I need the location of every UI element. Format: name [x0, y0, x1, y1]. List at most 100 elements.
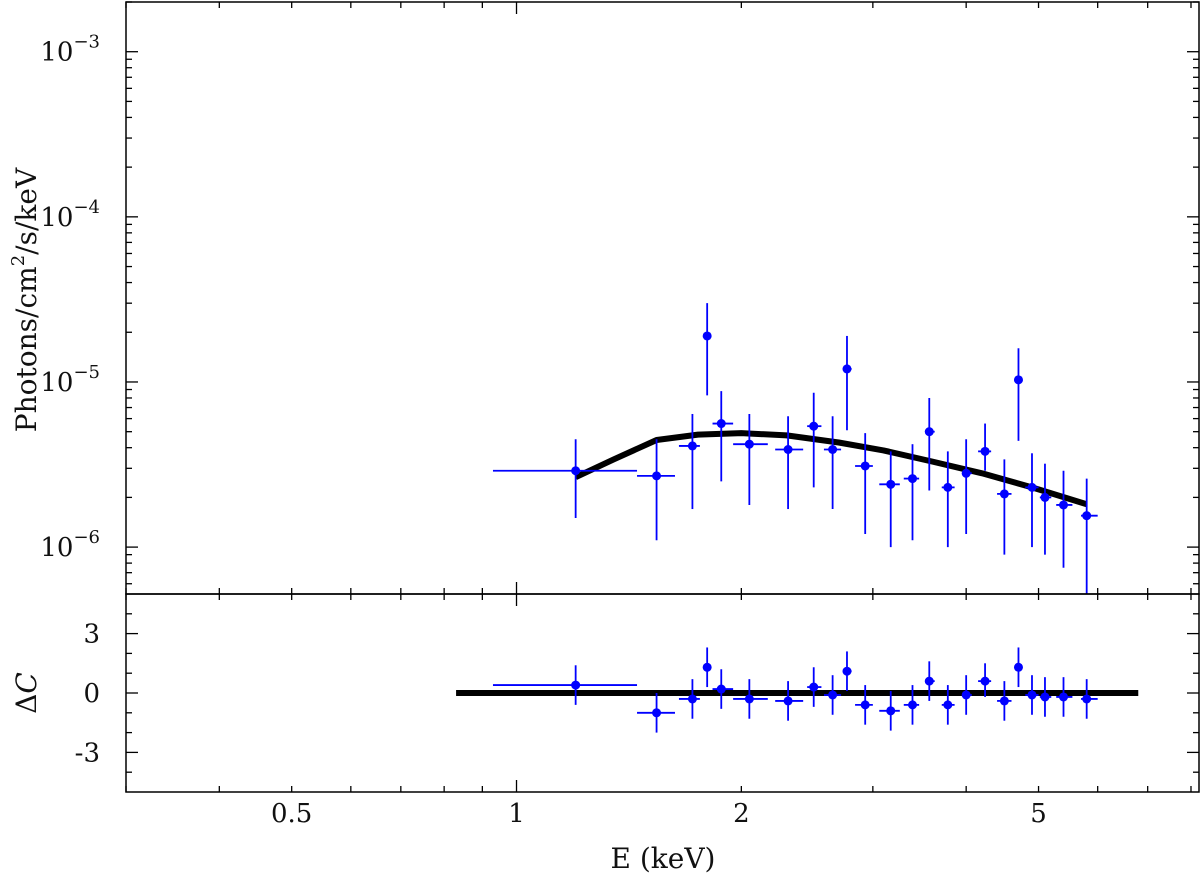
residual-point [733, 679, 768, 719]
data-marker [907, 474, 917, 484]
y-tick-label: 10−3 [40, 32, 100, 68]
residual-marker [828, 690, 838, 700]
data-marker [783, 445, 793, 455]
residual-point [997, 681, 1012, 721]
data-marker [716, 419, 726, 429]
y-tick-label: 0 [83, 679, 100, 709]
residual-marker [860, 700, 870, 710]
data-point [712, 391, 734, 482]
data-marker [744, 439, 754, 449]
residual-point [879, 691, 900, 731]
residual-y-tick-labels: 3 0 -3 [75, 620, 100, 769]
data-point [941, 451, 955, 548]
residual-point [823, 675, 842, 715]
data-point [1039, 463, 1052, 555]
data-point [978, 423, 992, 471]
data-point [961, 439, 972, 535]
residual-point [492, 665, 638, 705]
residual-marker [999, 696, 1009, 706]
residual-point [978, 663, 992, 697]
data-marker [980, 446, 990, 456]
data-point [879, 451, 900, 548]
data-marker [1013, 375, 1023, 385]
y-axis-title-spectrum: Photons/cm2/s/keV [8, 167, 43, 432]
spectrum-frame [125, 1, 1200, 595]
data-point [1056, 470, 1073, 568]
data-point [733, 413, 768, 505]
data-marker [809, 421, 819, 431]
residual-marker [1027, 690, 1037, 700]
data-point [924, 397, 935, 491]
residual-point [1056, 677, 1073, 717]
residual-point [1081, 679, 1098, 719]
data-point [637, 439, 675, 541]
residual-marker [980, 676, 990, 686]
residual-point [775, 681, 804, 721]
data-point [903, 444, 920, 541]
residual-marker [961, 690, 971, 700]
data-point [997, 459, 1012, 555]
data-point [855, 433, 873, 535]
residual-point [807, 667, 822, 707]
residual-marker [571, 680, 581, 690]
data-point [823, 416, 842, 510]
data-marker [961, 468, 971, 478]
residual-marker [744, 694, 754, 704]
data-point [492, 439, 638, 519]
data-marker [571, 466, 581, 476]
residual-marker [783, 696, 793, 706]
x-tick-label: 2 [733, 799, 750, 829]
residual-marker [842, 666, 852, 676]
data-marker [1040, 492, 1050, 502]
data-marker [924, 427, 934, 437]
spectrum-data-points [492, 303, 1098, 594]
residual-marker [687, 694, 697, 704]
data-point [1013, 348, 1023, 441]
y-axis-title-residual: ΔC [10, 672, 43, 714]
spectrum-ticks [125, 1, 1199, 594]
y-tick-label: 3 [83, 620, 100, 650]
residual-marker [1040, 692, 1050, 702]
residual-marker [924, 676, 934, 686]
residual-panel: 3 0 -3 0.5 1 2 5 [75, 593, 1200, 829]
residual-marker [716, 684, 726, 694]
residual-point [855, 685, 873, 725]
model-curve-group [574, 430, 1088, 508]
residual-frame [125, 593, 1200, 793]
data-point [1081, 478, 1098, 594]
residual-marker [1082, 694, 1092, 704]
residual-marker [652, 708, 662, 718]
residual-marker [886, 706, 896, 716]
data-marker [886, 479, 896, 489]
data-marker [702, 331, 712, 341]
x-tick-label: 5 [1030, 799, 1047, 829]
data-marker [687, 441, 697, 451]
residual-ticks [125, 594, 1199, 792]
residual-marker [907, 700, 917, 710]
residual-point [637, 693, 675, 733]
y-tick-label: 10−4 [40, 197, 100, 233]
residual-point [1039, 677, 1052, 717]
data-point [807, 392, 822, 488]
residual-point [941, 685, 955, 725]
data-point [678, 413, 700, 510]
y-tick-label: 10−6 [40, 527, 100, 563]
residual-point [702, 647, 712, 688]
residual-marker [809, 682, 819, 692]
residual-point [712, 669, 734, 709]
residual-point [1013, 647, 1023, 688]
data-point [842, 335, 852, 431]
x-tick-label: 0.5 [271, 799, 312, 829]
residual-marker [1013, 662, 1023, 672]
data-point [775, 416, 804, 510]
x-tick-label: 1 [508, 799, 525, 829]
residual-point [1025, 675, 1039, 715]
residual-point [924, 661, 935, 701]
data-marker [652, 471, 662, 481]
model-curve [574, 430, 1088, 508]
y-tick-label: -3 [75, 738, 100, 768]
residual-marker [943, 700, 953, 710]
spectrum-y-tick-labels: 10−6 10−5 10−4 10−3 [40, 32, 100, 563]
data-point [1025, 453, 1039, 548]
